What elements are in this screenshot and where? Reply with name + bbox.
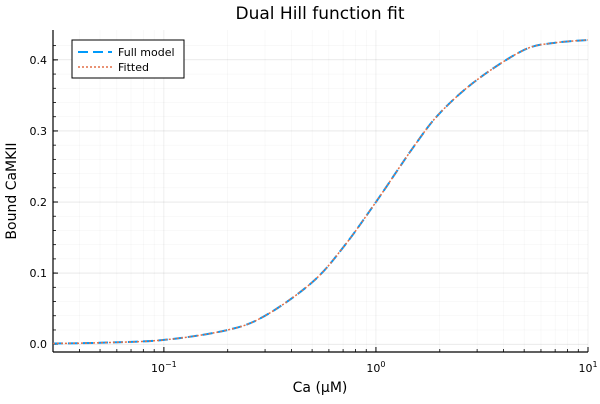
x-axis-label: Ca (μM) [293, 380, 348, 396]
chart-title: Dual Hill function fit [236, 4, 405, 24]
y-tick-label: 0.4 [30, 54, 48, 67]
grid [52, 30, 589, 352]
legend-box [71, 39, 185, 79]
legend-label-full-model: Full model [118, 46, 175, 59]
y-tick-label: 0.3 [30, 125, 48, 138]
legend: Full model Fitted [71, 39, 185, 79]
axes: 10−1 100 101 0.0 0.1 0.2 0.3 0.4 [30, 30, 598, 375]
y-axis-label: Bound CaMKII [4, 142, 20, 239]
x-tick-label: 10−1 [151, 360, 177, 375]
legend-label-fitted: Fitted [118, 61, 149, 74]
series-layer [52, 38, 589, 345]
series-line-fitted [52, 39, 589, 345]
x-tick-label: 100 [366, 360, 385, 375]
y-tick-label: 0.0 [30, 338, 48, 351]
y-tick-label: 0.1 [30, 267, 48, 280]
series-line-full-model [52, 38, 589, 345]
x-tick-label: 101 [578, 360, 597, 375]
y-tick-label: 0.2 [30, 196, 48, 209]
